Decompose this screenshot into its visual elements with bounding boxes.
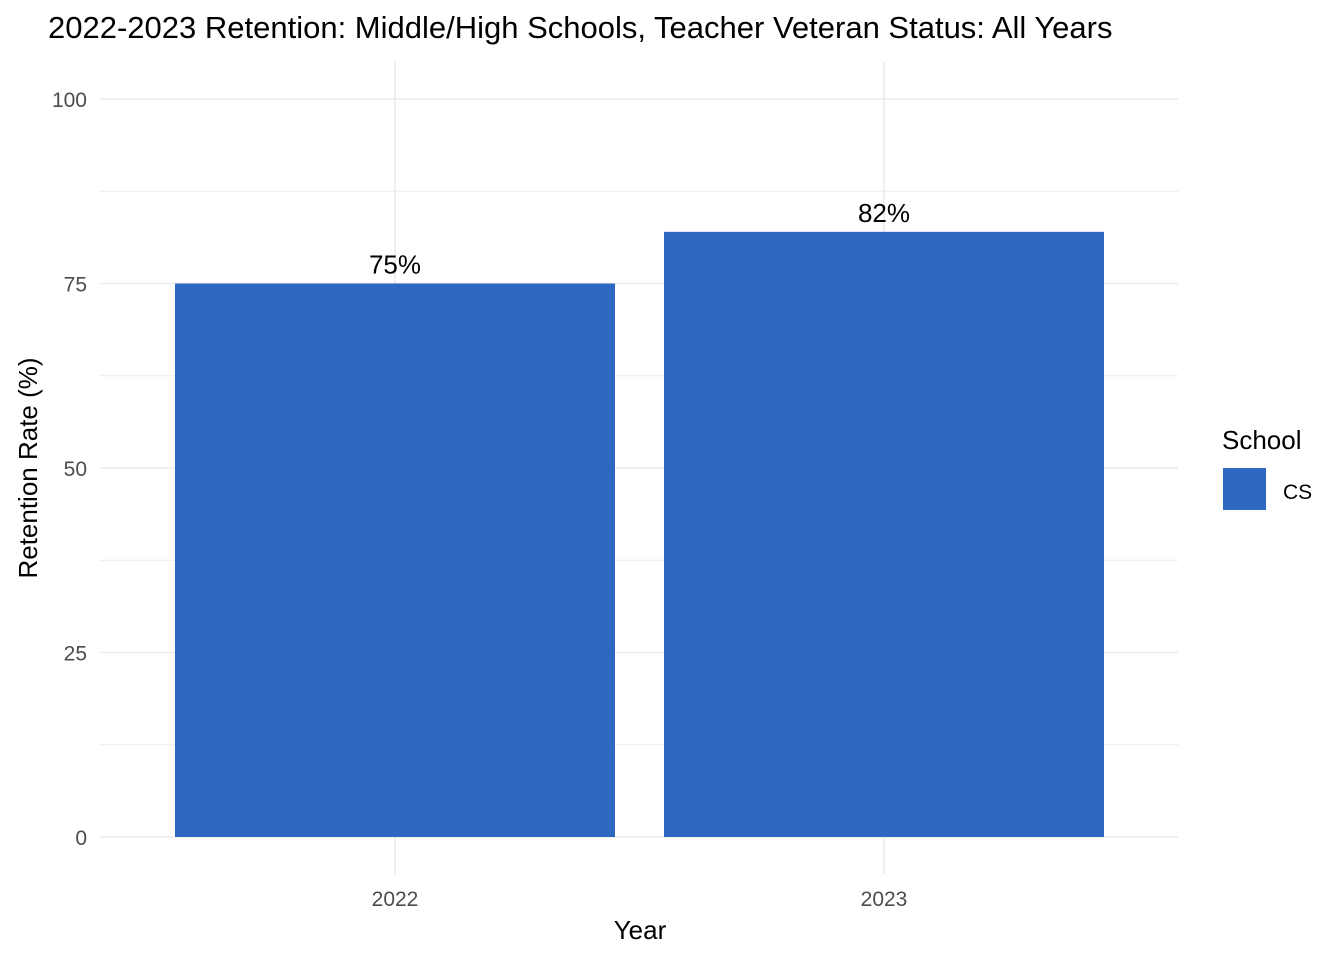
data-label-2023: 82% <box>858 198 910 228</box>
y-tick-label: 0 <box>75 827 87 850</box>
bar-2023 <box>664 231 1104 838</box>
legend-swatch-cs <box>1223 468 1266 510</box>
axis-layer: 0 25 50 75 100 2022 2023 <box>52 89 907 911</box>
legend-title: School <box>1222 425 1302 455</box>
x-tick-label: 2023 <box>861 888 908 911</box>
y-tick-label: 25 <box>64 643 87 666</box>
legend-label-cs: CS <box>1283 481 1312 504</box>
y-tick-label: 75 <box>64 274 87 297</box>
bar-2022 <box>175 283 615 837</box>
y-tick-label: 50 <box>64 458 87 481</box>
x-tick-label: 2022 <box>372 888 419 911</box>
y-tick-label: 100 <box>52 89 87 112</box>
y-axis-title: Retention Rate (%) <box>13 357 43 578</box>
bars-layer <box>175 231 1104 838</box>
legend: School CS <box>1222 425 1312 510</box>
labels-layer: 75% 82% <box>369 198 910 280</box>
x-axis-title: Year <box>614 915 667 945</box>
data-label-2022: 75% <box>369 250 421 280</box>
chart-title: 2022-2023 Retention: Middle/High Schools… <box>48 10 1113 45</box>
